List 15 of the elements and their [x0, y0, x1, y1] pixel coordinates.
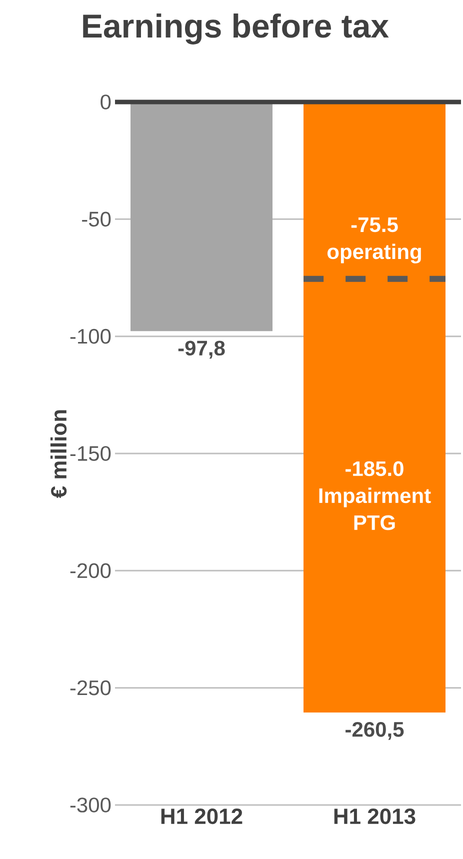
y-tick-label: -150 — [70, 446, 111, 461]
chart-title: Earnings before tax — [83, 14, 389, 44]
y-tick-label: 0 — [100, 94, 111, 110]
y-tick-label: -50 — [82, 212, 111, 227]
x-tick-label: H1 2012 — [161, 808, 242, 824]
y-tick-label: -250 — [70, 680, 111, 696]
y-tick-label: -300 — [70, 798, 111, 812]
annotation: -185.0 Impairment PTG — [319, 461, 431, 530]
x-tick-label: H1 2013 — [334, 808, 416, 824]
y-axis-title: € million — [50, 410, 66, 498]
y-tick-label: -100 — [70, 328, 111, 344]
annotation: -75.5 operating — [327, 217, 421, 264]
y-tick-label: -200 — [70, 563, 111, 578]
data-label: -97,8 — [178, 340, 225, 359]
data-label: -260,5 — [345, 722, 404, 740]
